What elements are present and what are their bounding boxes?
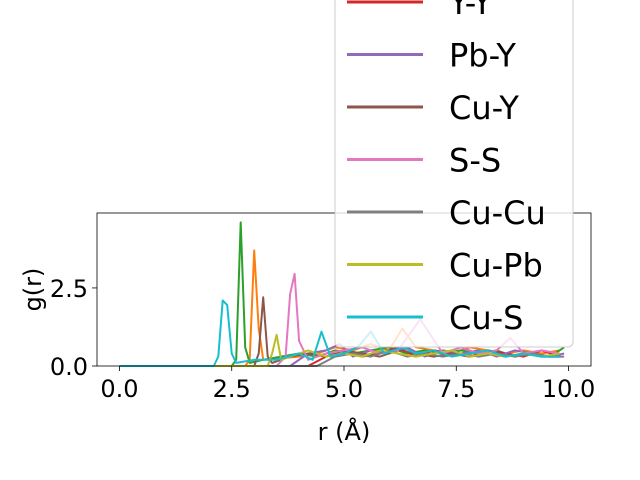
- y-axis-label: g(r): [19, 268, 47, 312]
- legend-label: Cu-S: [449, 299, 523, 337]
- legend-label: Cu-Y: [449, 89, 519, 127]
- x-tick-label: 7.5: [437, 375, 475, 403]
- plot-lines: [119, 221, 565, 367]
- y-tick-label: 2.5: [50, 275, 88, 303]
- legend-label: S-S: [449, 142, 501, 180]
- axis-ticks: 0.0 2.5 5.0 7.5 10.0 0.0 2.5: [50, 275, 595, 403]
- legend-label: Cu-Cu: [449, 194, 546, 232]
- x-axis-label: r (Å): [318, 417, 371, 446]
- series-line-pb-y: [119, 343, 565, 367]
- legend-box: [334, 0, 574, 348]
- legend-label: Pb-Y: [449, 37, 516, 75]
- legend: Y-Y Pb-Y Cu-Y S-S Cu-Cu Cu-Pb Cu-S: [334, 0, 574, 348]
- x-tick-label: 2.5: [213, 375, 251, 403]
- x-tick-label: 0.0: [100, 375, 138, 403]
- series-line-unlabeled-1: [119, 221, 565, 367]
- y-tick-label: 0.0: [50, 353, 88, 381]
- x-tick-label: 5.0: [325, 375, 363, 403]
- series-line-cu-cu: [119, 349, 565, 367]
- series-line-cu-s: [119, 299, 560, 367]
- legend-label: Cu-Pb: [449, 247, 543, 285]
- legend-label: Y-Y: [448, 0, 493, 22]
- x-tick-label: 10.0: [542, 375, 595, 403]
